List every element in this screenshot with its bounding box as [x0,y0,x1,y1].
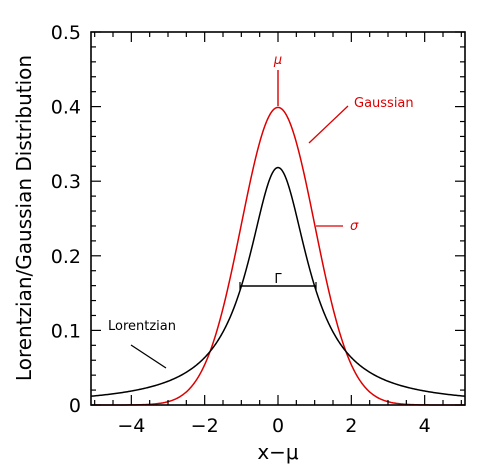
gaussian-leader-line [308,105,349,144]
y-axis-title: Lorentzian/Gaussian Distribution [12,55,36,381]
x-tick-label: 4 [419,415,431,437]
mu-annotation: μ [273,53,282,68]
y-tick-label: 0.4 [51,97,81,119]
x-axis-title: x−μ [257,440,299,464]
y-tick-label: 0.5 [51,22,81,44]
y-tick-label: 0 [69,395,81,417]
plot-marks [90,106,466,406]
x-tick-label: 0 [272,415,284,437]
y-tick-label: 0.1 [51,320,81,342]
gaussian-annotation: Gaussian [354,96,414,111]
series-line-gaussian [91,106,465,406]
axis-ticks: −4 −2 0 2 4 0 0.1 0.2 0.3 0.4 0.5 [51,22,465,437]
y-tick-label: 0.2 [51,246,81,268]
y-tick-label: 0.3 [51,171,81,193]
lorentzian-leader-line [130,344,167,369]
x-tick-label: −2 [191,415,219,437]
sigma-annotation: σ [350,219,359,234]
lorentzian-annotation: Lorentzian [108,319,176,334]
series-line-lorentzian [90,166,466,397]
x-tick-label: −4 [117,415,145,437]
gamma-annotation: Γ [274,272,282,287]
x-tick-label: 2 [345,415,357,437]
